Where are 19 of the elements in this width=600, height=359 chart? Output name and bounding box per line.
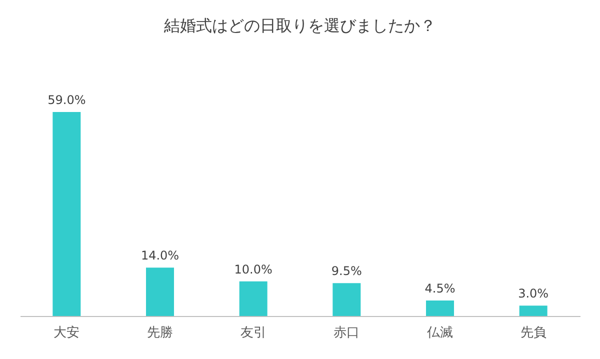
bar xyxy=(146,268,174,316)
x-tick-label: 仏滅 xyxy=(426,326,453,340)
data-label: 3.0% xyxy=(518,286,549,301)
data-label: 14.0% xyxy=(140,248,180,263)
bar xyxy=(239,281,268,316)
x-tick-label: 大安 xyxy=(54,324,80,340)
x-tick-label: 先負 xyxy=(520,326,546,340)
bar xyxy=(52,112,81,316)
bar xyxy=(332,283,361,316)
bar xyxy=(426,300,454,316)
bar xyxy=(519,306,548,316)
x-tick-label: 先勝 xyxy=(147,326,173,340)
x-tick-label: 友引 xyxy=(240,326,266,340)
x-tick-label: 赤口 xyxy=(334,326,360,340)
data-label: 4.5% xyxy=(424,281,456,296)
data-label: 59.0% xyxy=(48,93,86,107)
data-label: 10.0% xyxy=(234,262,272,276)
chart-title: 結婚式はどの日取りを選びましたか？ xyxy=(163,16,436,35)
data-label: 9.5% xyxy=(331,264,362,278)
